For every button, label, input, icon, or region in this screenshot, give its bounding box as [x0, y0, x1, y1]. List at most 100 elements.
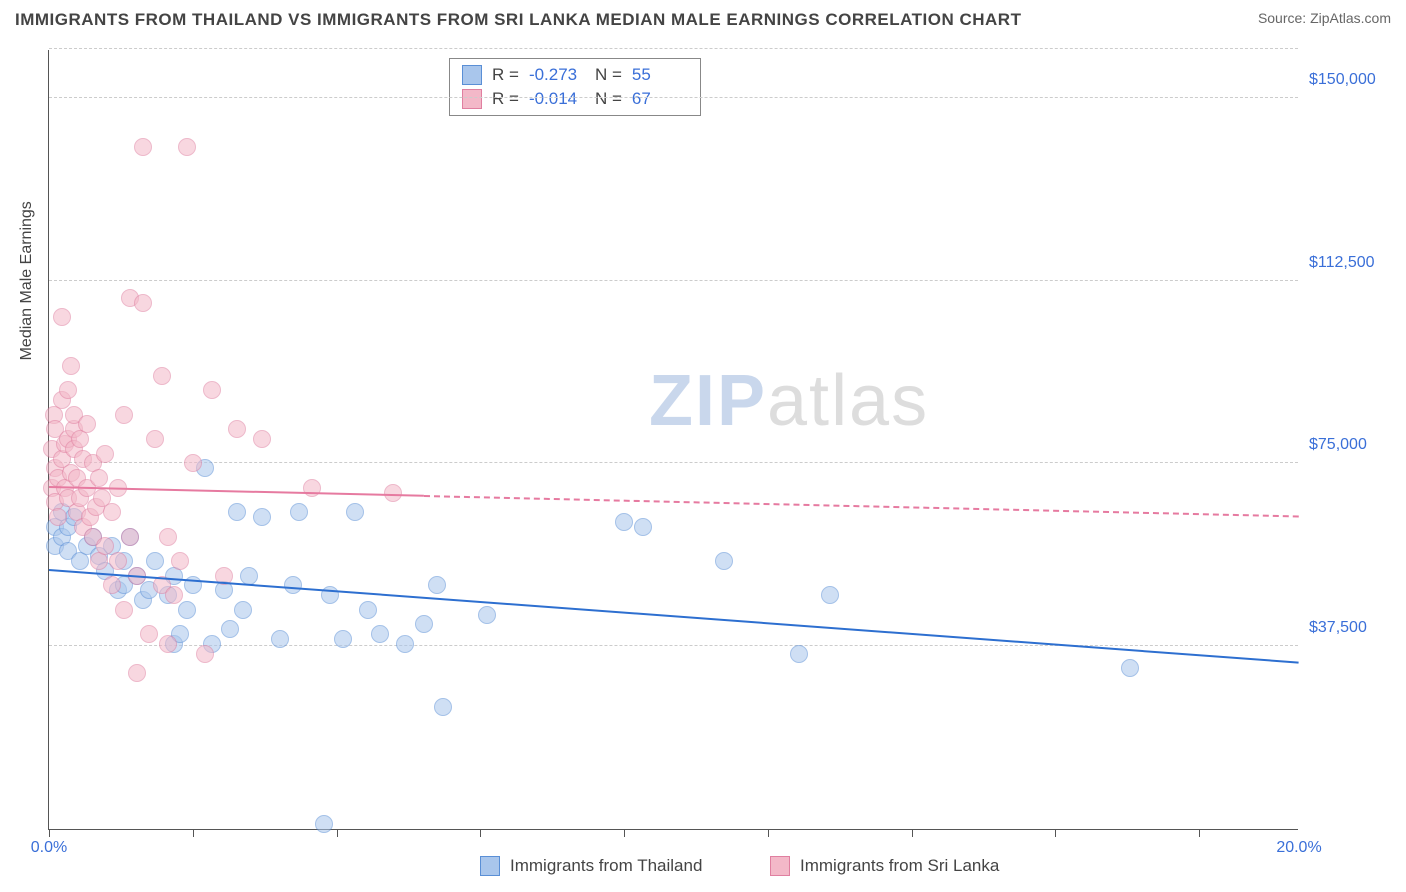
data-point-thailand: [1121, 659, 1139, 677]
data-point-thailand: [290, 503, 308, 521]
data-point-thailand: [434, 698, 452, 716]
data-point-thailand: [234, 601, 252, 619]
data-point-srilanka: [165, 586, 183, 604]
legend-srilanka: Immigrants from Sri Lanka: [770, 856, 999, 876]
data-point-srilanka: [159, 635, 177, 653]
stats-r-value: -0.014: [529, 89, 585, 109]
data-point-thailand: [271, 630, 289, 648]
x-tick: [193, 829, 194, 837]
x-tick: [1055, 829, 1056, 837]
gridline: [49, 48, 1298, 49]
data-point-srilanka: [49, 508, 67, 526]
source-attribution: Source: ZipAtlas.com: [1258, 10, 1391, 26]
data-point-thailand: [415, 615, 433, 633]
stats-n-label: N =: [595, 65, 622, 85]
data-point-thailand: [359, 601, 377, 619]
x-tick: [337, 829, 338, 837]
data-point-srilanka: [103, 576, 121, 594]
chart-title: IMMIGRANTS FROM THAILAND VS IMMIGRANTS F…: [15, 10, 1021, 30]
stats-row-thailand: R = -0.273 N = 55: [450, 63, 700, 87]
y-tick-label: $112,500: [1309, 254, 1375, 272]
watermark-atlas: atlas: [767, 361, 929, 441]
data-point-srilanka: [53, 308, 71, 326]
data-point-thailand: [790, 645, 808, 663]
legend-swatch-thailand: [480, 856, 500, 876]
y-tick-label: $37,500: [1309, 619, 1367, 637]
stats-row-srilanka: R =-0.014N =67: [450, 87, 700, 111]
data-point-srilanka: [159, 528, 177, 546]
data-point-thailand: [240, 567, 258, 585]
stats-r-value: -0.273: [529, 65, 585, 85]
data-point-srilanka: [59, 381, 77, 399]
x-tick-label: 0.0%: [31, 839, 67, 857]
data-point-thailand: [821, 586, 839, 604]
data-point-srilanka: [128, 664, 146, 682]
x-tick-label: 20.0%: [1276, 839, 1321, 857]
legend-label-srilanka: Immigrants from Sri Lanka: [800, 856, 999, 876]
y-axis-label: Median Male Earnings: [18, 201, 36, 360]
y-tick-label: $75,000: [1309, 436, 1367, 454]
data-point-thailand: [228, 503, 246, 521]
data-point-thailand: [146, 552, 164, 570]
data-point-srilanka: [153, 367, 171, 385]
legend-label-thailand: Immigrants from Thailand: [510, 856, 702, 876]
data-point-thailand: [221, 620, 239, 638]
data-point-srilanka: [115, 601, 133, 619]
data-point-srilanka: [115, 406, 133, 424]
data-point-srilanka: [171, 552, 189, 570]
y-tick-label: $150,000: [1309, 71, 1376, 89]
x-tick: [1199, 829, 1200, 837]
legend-thailand: Immigrants from Thailand: [480, 856, 702, 876]
gridline: [49, 645, 1298, 646]
source-label: Source:: [1258, 10, 1306, 26]
data-point-thailand: [178, 601, 196, 619]
data-point-thailand: [715, 552, 733, 570]
stats-r-label: R =: [492, 65, 519, 85]
data-point-thailand: [478, 606, 496, 624]
data-point-srilanka: [90, 469, 108, 487]
data-point-srilanka: [228, 420, 246, 438]
watermark-zip: ZIP: [649, 361, 767, 441]
data-point-srilanka: [121, 528, 139, 546]
gridline: [49, 462, 1298, 463]
x-tick: [768, 829, 769, 837]
x-tick: [49, 829, 50, 837]
data-point-thailand: [253, 508, 271, 526]
trend-line: [424, 495, 1299, 517]
data-point-srilanka: [178, 138, 196, 156]
scatter-plot: ZIPatlas R =-0.273N =55R =-0.014N =67 $3…: [48, 50, 1298, 830]
data-point-thailand: [615, 513, 633, 531]
source-link[interactable]: ZipAtlas.com: [1310, 10, 1391, 26]
data-point-thailand: [396, 635, 414, 653]
data-point-srilanka: [203, 381, 221, 399]
data-point-thailand: [634, 518, 652, 536]
data-point-srilanka: [62, 357, 80, 375]
data-point-thailand: [428, 576, 446, 594]
data-point-srilanka: [134, 138, 152, 156]
stats-n-value: 55: [632, 65, 688, 85]
stats-r-label: R =: [492, 89, 519, 109]
data-point-srilanka: [134, 294, 152, 312]
data-point-srilanka: [196, 645, 214, 663]
stats-swatch: [462, 89, 482, 109]
data-point-srilanka: [146, 430, 164, 448]
data-point-srilanka: [253, 430, 271, 448]
gridline: [49, 97, 1298, 98]
x-tick: [624, 829, 625, 837]
correlation-stats-box: R = -0.273 N = 55R = -0.014 N = 67: [449, 58, 701, 116]
data-point-srilanka: [109, 552, 127, 570]
watermark: ZIPatlas: [649, 360, 929, 442]
stats-n-value: 67: [632, 89, 688, 109]
data-point-thailand: [346, 503, 364, 521]
x-tick: [480, 829, 481, 837]
legend-swatch-srilanka: [770, 856, 790, 876]
data-point-srilanka: [384, 484, 402, 502]
data-point-srilanka: [103, 503, 121, 521]
data-point-thailand: [284, 576, 302, 594]
gridline: [49, 280, 1298, 281]
data-point-thailand: [315, 815, 333, 833]
data-point-srilanka: [78, 415, 96, 433]
data-point-srilanka: [184, 454, 202, 472]
data-point-srilanka: [96, 445, 114, 463]
stats-swatch: [462, 65, 482, 85]
